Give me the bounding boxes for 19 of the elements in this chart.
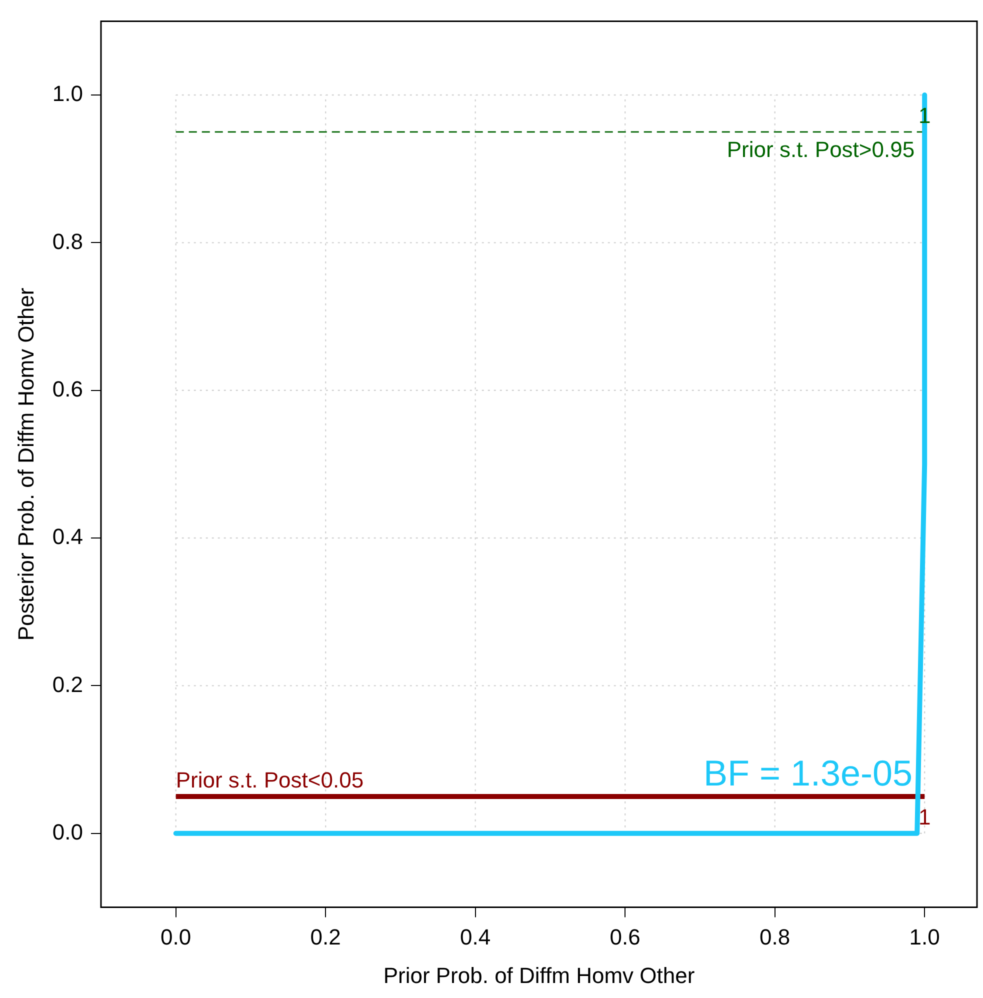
y-axis-title: Posterior Prob. of Diffm Homv Other <box>13 288 38 641</box>
y-tick-label: 0.0 <box>52 819 83 844</box>
annotation: 1 <box>918 804 931 830</box>
series-label: BF = 1.3e-05 <box>703 752 913 794</box>
x-tick-label: 1.0 <box>909 924 940 950</box>
x-tick-label: 0.0 <box>160 924 192 950</box>
y-tick-label: 1.0 <box>52 81 83 106</box>
annotation: 1 <box>918 103 931 128</box>
x-tick-label: 0.4 <box>460 924 491 950</box>
y-tick-label: 0.2 <box>52 672 83 697</box>
y-tick-label: 0.8 <box>52 228 83 254</box>
x-tick-label: 0.8 <box>760 924 790 950</box>
y-tick-label: 0.4 <box>52 524 83 550</box>
x-axis-title: Prior Prob. of Diffm Homv Other <box>383 962 695 988</box>
ref-line-label: Prior s.t. Post<0.05 <box>176 768 364 793</box>
x-tick-label: 0.2 <box>310 924 341 950</box>
y-tick-label: 0.6 <box>52 376 83 402</box>
x-tick-label: 0.6 <box>610 924 640 950</box>
ref-line-label: Prior s.t. Post>0.95 <box>726 137 915 162</box>
